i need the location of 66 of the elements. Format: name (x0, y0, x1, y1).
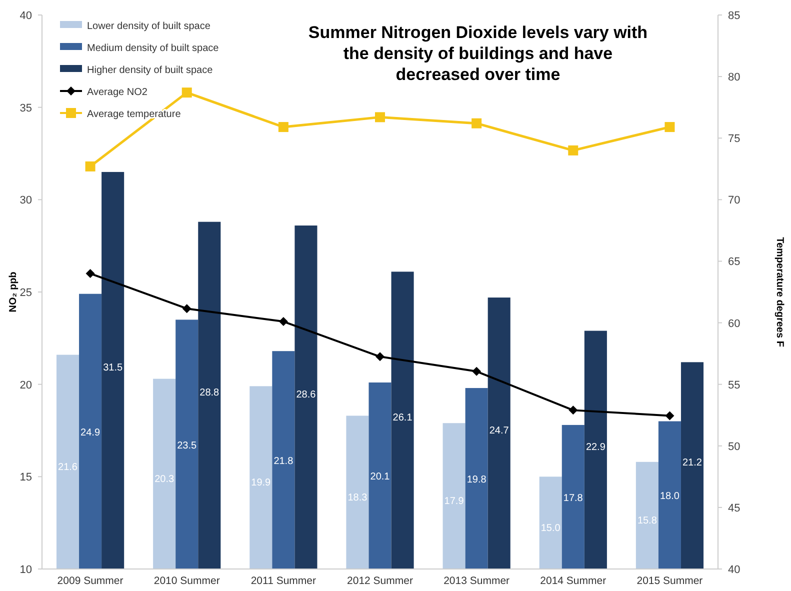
y2-axis-title: Temperature degrees F (774, 237, 785, 347)
data-label: 21.8 (274, 456, 294, 468)
x-tick-label: 2010 Summer (154, 575, 220, 587)
point (278, 317, 288, 326)
data-label: 15.0 (540, 522, 561, 534)
y2-tick-label: 80 (728, 72, 740, 84)
y-tick-label: 30 (20, 194, 32, 207)
point (568, 406, 578, 415)
y-tick-label: 40 (20, 10, 32, 22)
y2-tick-label: 45 (728, 502, 740, 514)
data-label: 26.1 (392, 412, 413, 424)
x-tick-label: 2012 Summer (347, 575, 414, 587)
data-label: 19.9 (251, 478, 272, 489)
point (375, 112, 385, 122)
data-label: 24.9 (80, 427, 100, 438)
data-label: 20.3 (154, 474, 174, 485)
data-label: 22.9 (586, 442, 606, 453)
point (472, 118, 482, 128)
point (278, 122, 288, 132)
point (182, 304, 192, 314)
x-tick-label: 2013 Summer (444, 575, 510, 587)
data-label: 15.8 (637, 515, 658, 526)
x-tick-label: 2009 Summer (57, 575, 124, 587)
y2-tick-label: 65 (728, 256, 740, 268)
y2-tick-label: 50 (728, 440, 740, 453)
y2-tick-label: 75 (728, 133, 740, 146)
data-label: 20.1 (370, 472, 390, 483)
y2-tick-label: 40 (728, 564, 740, 576)
data-label: 23.5 (177, 440, 198, 452)
y-axis-title: NO₂ ppb (8, 272, 19, 312)
legend-label: Medium density of built space (87, 43, 220, 54)
point (665, 411, 674, 420)
point (472, 366, 482, 376)
point (376, 352, 384, 362)
legend-label: Higher density of built space (87, 65, 214, 76)
data-label: 21.2 (682, 458, 702, 469)
x-tick-label: 2011 Summer (250, 575, 317, 587)
y2-tick-label: 85 (728, 10, 740, 22)
data-label: 28.6 (296, 389, 316, 400)
data-label: 19.8 (466, 474, 487, 486)
data-label: 31.5 (103, 362, 123, 374)
point (664, 122, 675, 132)
y-tick-label: 25 (20, 287, 32, 299)
y2-tick-label: 55 (728, 379, 740, 392)
y2-tick-label: 60 (728, 318, 740, 330)
data-label: 18.3 (348, 492, 368, 504)
text: Summer Nitrogen Dioxide levels vary with the density of buildings and have decreased over time (308, 23, 648, 84)
y-tick-label: 35 (20, 102, 32, 114)
legend-label: Lower density of built space (87, 21, 211, 32)
point (568, 145, 578, 156)
data-label: 24.7 (489, 425, 510, 436)
data-label: 17.9 (444, 496, 464, 508)
x-tick-label: 2015 Summer (636, 575, 704, 587)
point (182, 88, 192, 98)
legend-label: Average NO2 (87, 87, 148, 98)
y-tick-label: 10 (20, 564, 32, 576)
data-label: 18.0 (660, 491, 680, 502)
y2-tick-label: 70 (728, 194, 740, 207)
data-label: 17.8 (563, 492, 584, 504)
y-tick-label: 20 (20, 379, 32, 392)
point (86, 269, 95, 278)
x-tick-label: 2014 Summer (540, 575, 607, 587)
y-tick-label: 15 (20, 472, 32, 484)
data-label: 28.8 (200, 387, 220, 398)
data-label: 21.6 (58, 462, 78, 473)
point (85, 161, 96, 172)
